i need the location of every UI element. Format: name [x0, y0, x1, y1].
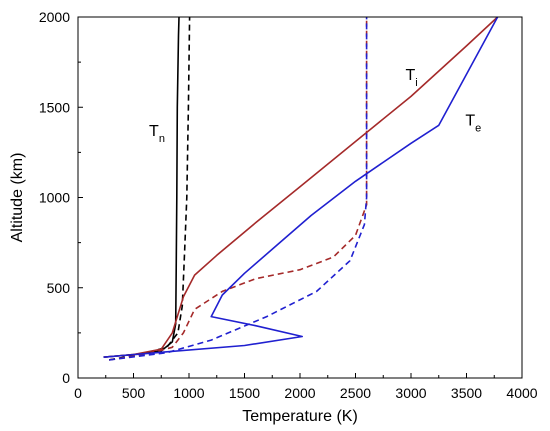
curve-annotations: Tn Ti Te	[149, 67, 481, 145]
x-axis-title: Temperature (K)	[242, 408, 358, 425]
y-tick-label: 500	[47, 280, 71, 296]
curve-label: Tn	[149, 123, 165, 145]
series-line-0	[103, 16, 180, 358]
y-axis-title: Altitude (km)	[9, 153, 26, 243]
y-tick-label: 2000	[39, 9, 70, 25]
y-tick-label: 1000	[39, 190, 70, 206]
series-line-4	[103, 16, 499, 358]
curve-label: Te	[465, 112, 481, 134]
series-line-2	[103, 16, 499, 358]
y-tick-label: 0	[62, 370, 70, 386]
x-tick-label: 500	[122, 385, 146, 401]
y-tick-label: 1500	[39, 99, 70, 115]
plot-frame	[77, 16, 523, 379]
plot-lines	[103, 16, 499, 361]
x-tick-label: 3000	[395, 385, 426, 401]
x-tick-label: 1500	[229, 385, 260, 401]
curve-label: Ti	[405, 67, 417, 89]
y-axis-ticks: 0 500 1000 1500 2000	[39, 9, 83, 386]
x-axis-ticks: 0 500 1000 1500 2000 2500 3000 3500 4000	[74, 373, 538, 401]
x-tick-label: 2500	[340, 385, 371, 401]
x-tick-label: 4000	[506, 385, 537, 401]
series-line-3	[108, 17, 368, 361]
x-tick-label: 0	[74, 385, 82, 401]
x-tick-label: 2000	[284, 385, 315, 401]
x-tick-label: 3500	[451, 385, 482, 401]
x-tick-label: 1000	[173, 385, 204, 401]
series-line-5	[109, 17, 368, 361]
